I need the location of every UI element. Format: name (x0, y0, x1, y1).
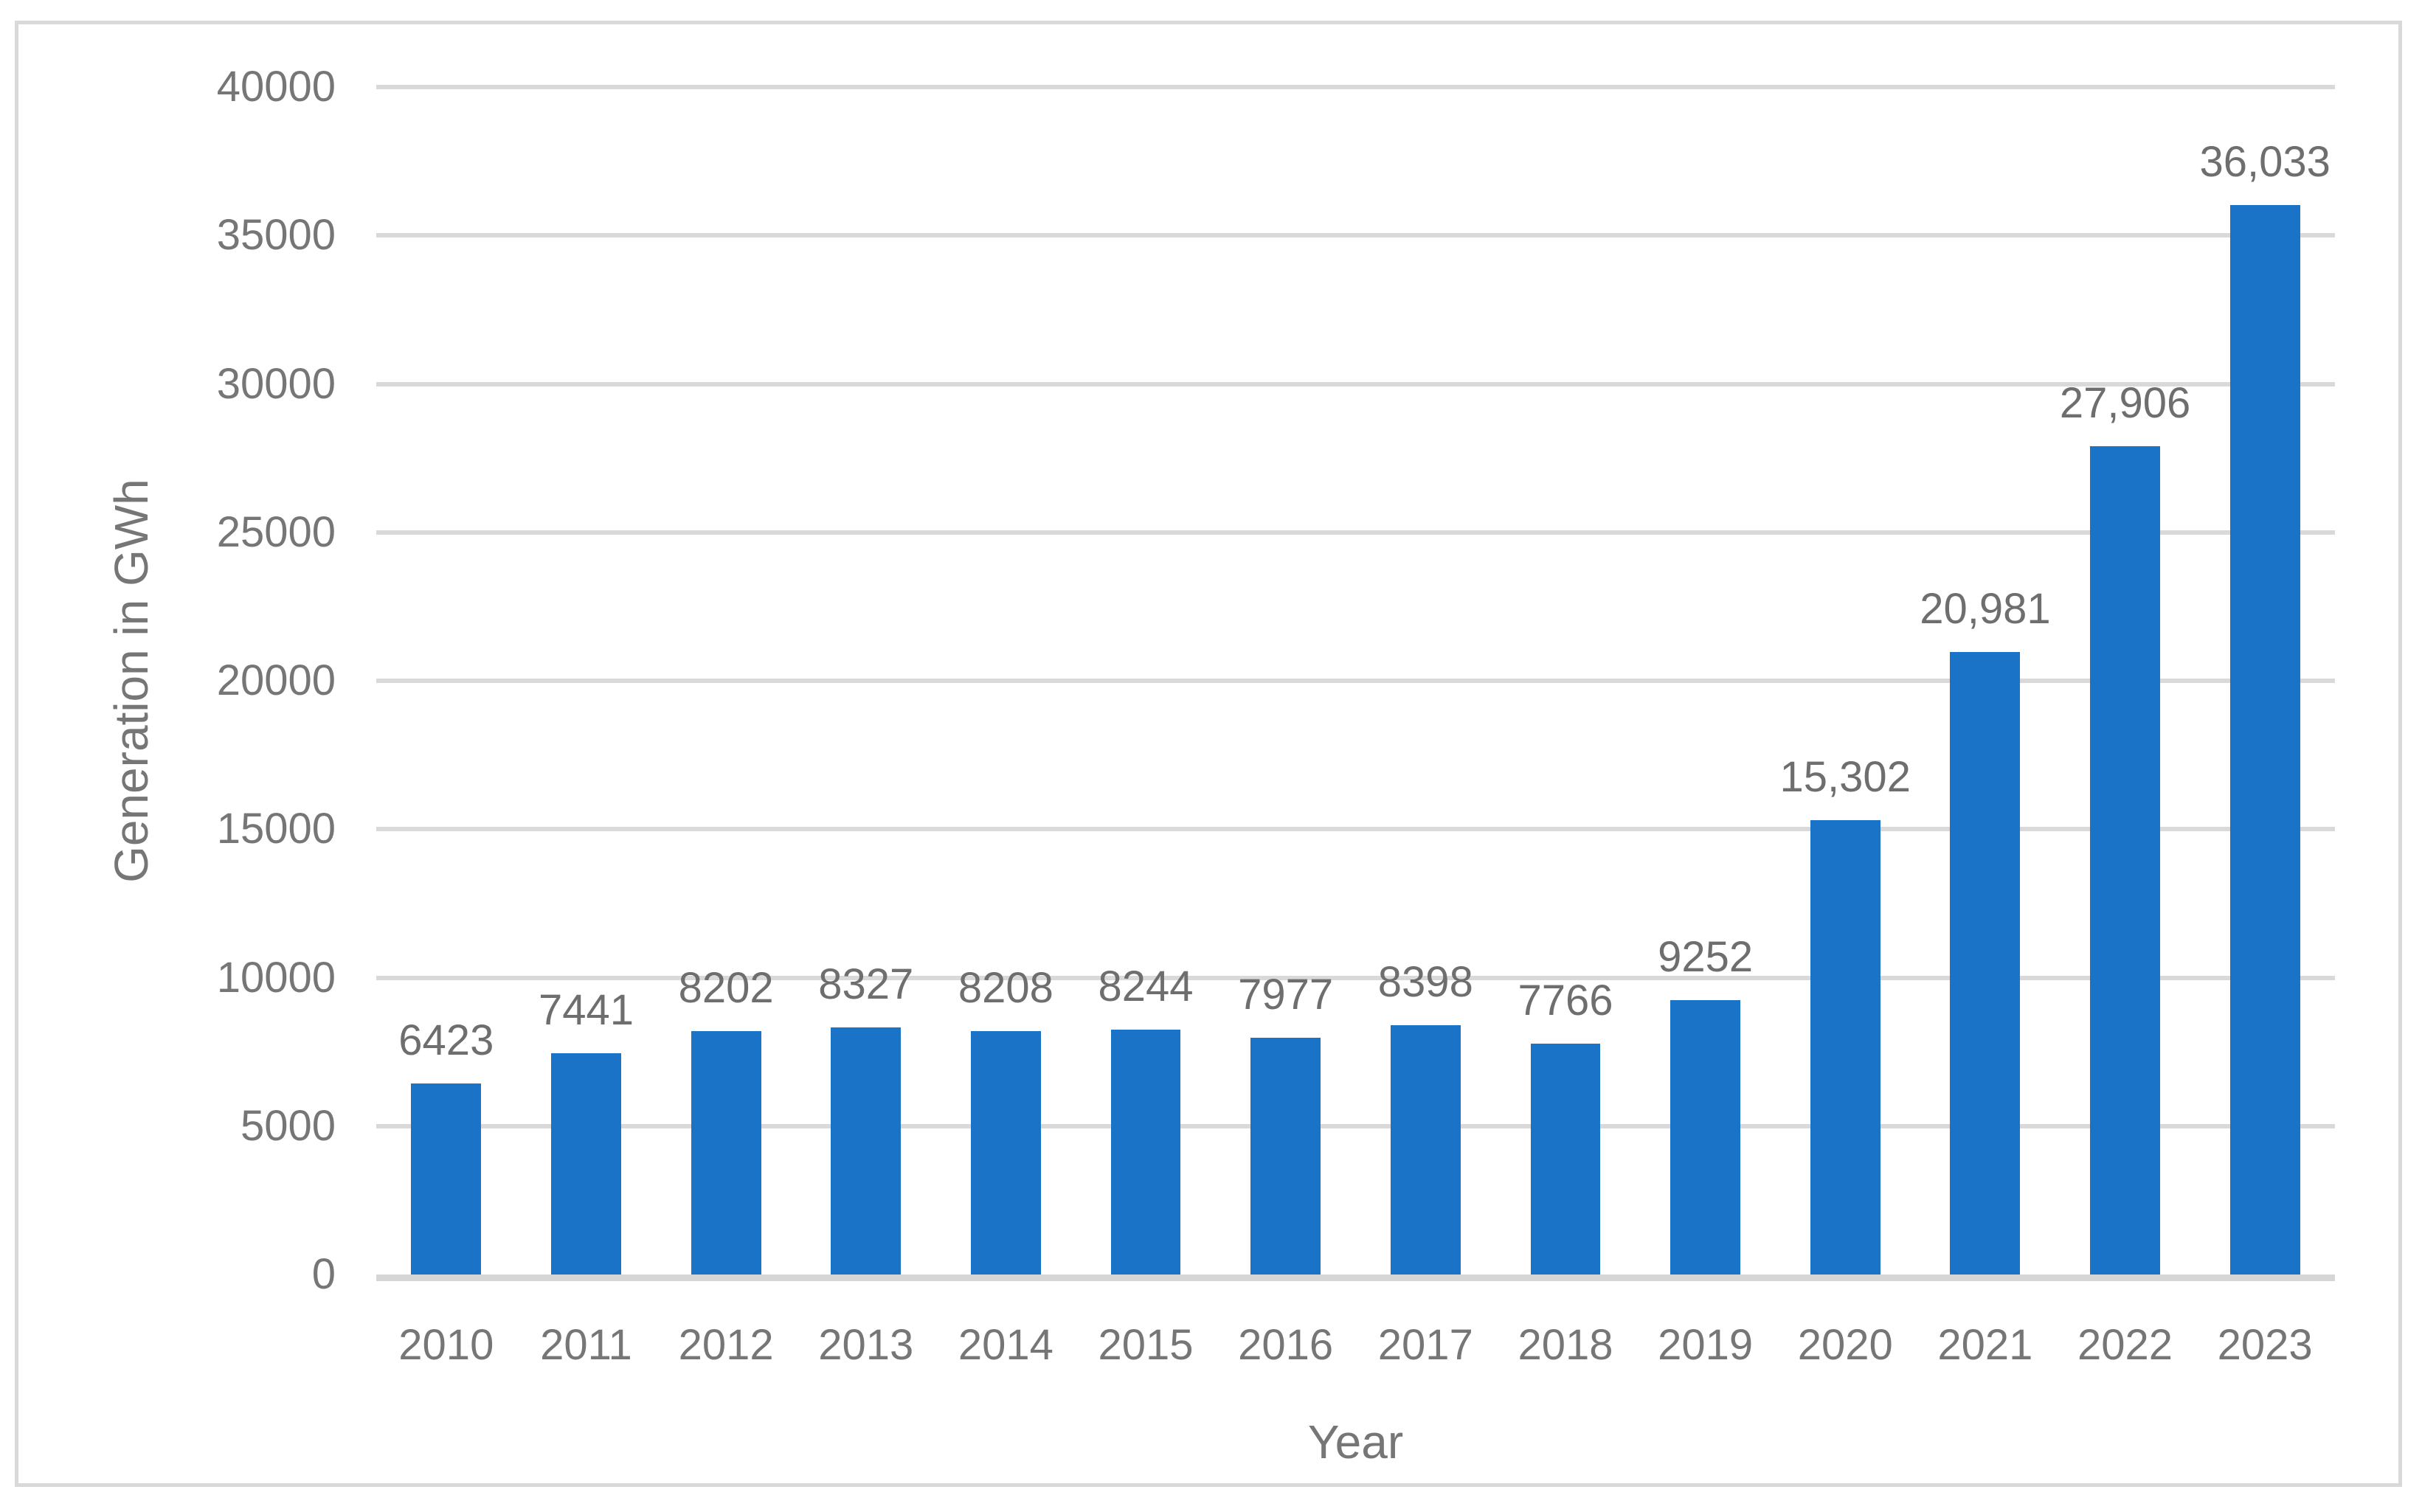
bar-2016 (1250, 1037, 1321, 1275)
bar-2014 (970, 1030, 1041, 1275)
x-axis-title: Year (1307, 1415, 1404, 1468)
x-axis-tick-label: 2016 (1238, 1321, 1334, 1369)
bar-2010 (411, 1083, 482, 1275)
y-axis-tick-label: 15000 (216, 805, 336, 853)
x-axis-tick-label: 2012 (678, 1321, 774, 1369)
bar-value-label: 8202 (678, 963, 774, 1012)
bar-value-label: 20,981 (1920, 584, 2051, 633)
bar-2013 (831, 1027, 902, 1275)
x-axis-tick-label: 2023 (2217, 1321, 2313, 1369)
bar-2021 (1950, 651, 2021, 1275)
y-axis-tick-label: 40000 (216, 63, 336, 111)
bar-2020 (1810, 820, 1880, 1275)
bar-value-label: 7977 (1238, 970, 1334, 1019)
y-axis-tick-label: 25000 (216, 507, 336, 556)
bar-value-label: 7441 (538, 986, 634, 1035)
bar-2022 (2090, 445, 2160, 1275)
bar-2015 (1110, 1030, 1181, 1275)
bar-2017 (1390, 1024, 1461, 1275)
y-axis-tick-label: 20000 (216, 656, 336, 704)
y-axis-tick-label: 35000 (216, 211, 336, 260)
x-axis-tick-label: 2013 (818, 1321, 914, 1369)
y-gridline (376, 381, 2335, 386)
y-gridline (376, 827, 2335, 832)
bar-2023 (2229, 204, 2300, 1275)
x-axis-tick-label: 2015 (1098, 1321, 1194, 1369)
bar-2011 (551, 1053, 621, 1275)
y-axis-tick-label: 30000 (216, 359, 336, 408)
y-gridline (376, 233, 2335, 238)
x-axis-tick-label: 2011 (540, 1321, 632, 1369)
bar-2018 (1530, 1044, 1601, 1275)
bar-value-label: 8244 (1098, 963, 1194, 1011)
x-axis-tick-label: 2020 (1797, 1321, 1893, 1369)
x-axis-line (376, 1275, 2335, 1281)
bar-value-label: 8398 (1377, 957, 1473, 1006)
y-gridline (376, 85, 2335, 89)
y-gridline (376, 975, 2335, 980)
x-axis-tick-label: 2014 (958, 1321, 1053, 1369)
x-axis-tick-label: 2017 (1377, 1321, 1473, 1369)
x-axis-tick-label: 2022 (2077, 1321, 2173, 1369)
y-gridline (376, 530, 2335, 535)
x-axis-tick-label: 2019 (1658, 1321, 1754, 1369)
bar-value-label: 27,906 (2059, 378, 2191, 427)
bar-value-label: 7766 (1518, 977, 1613, 1025)
y-axis-tick-label: 10000 (216, 953, 336, 1002)
y-axis-tick-label: 0 (311, 1250, 336, 1298)
x-axis-tick-label: 2021 (1937, 1321, 2033, 1369)
bar-value-label: 9252 (1658, 932, 1754, 981)
bar-2019 (1670, 999, 1740, 1275)
x-axis-tick-label: 2018 (1518, 1321, 1613, 1369)
bar-value-label: 8327 (818, 960, 914, 1008)
bar-2012 (691, 1030, 761, 1275)
bar-value-label: 36,033 (2199, 137, 2331, 186)
x-axis-tick-label: 2010 (398, 1321, 494, 1369)
bar-value-label: 8208 (958, 963, 1053, 1012)
y-axis-title: Generation in GWh (105, 479, 158, 883)
bar-value-label: 6423 (398, 1016, 494, 1065)
y-axis-tick-label: 5000 (240, 1101, 336, 1150)
bar-value-label: 15,302 (1779, 753, 1911, 802)
y-gridline (376, 679, 2335, 683)
y-gridline (376, 1123, 2335, 1128)
